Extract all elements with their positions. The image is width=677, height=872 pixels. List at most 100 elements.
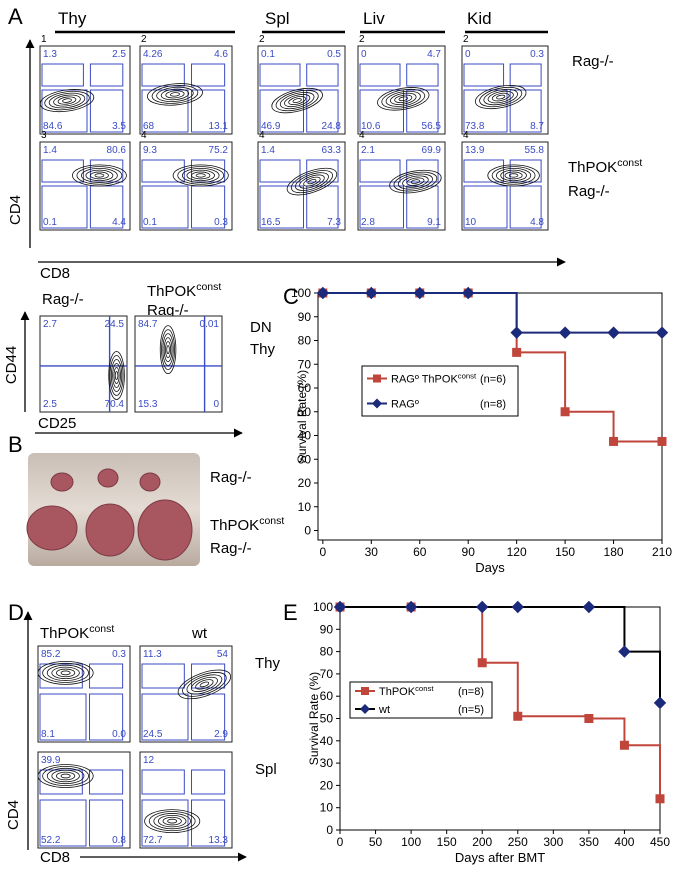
contour [62,98,72,103]
contour [37,660,94,685]
contour [389,169,442,194]
gate [306,185,339,229]
y-axis-label: Survival Rate (%) [307,672,321,765]
panel-label: C [283,284,299,309]
contour [55,771,76,781]
contour [402,175,429,188]
column-header: Spl [265,9,290,28]
y-tick-label: 60 [298,381,312,395]
legend-name: ThPOK [379,686,416,698]
tissue [85,503,135,557]
x-axis-label: Days after BMT [455,850,545,865]
gate [406,159,439,183]
contour [377,87,430,111]
flow-plot-frame [39,315,128,413]
contour [299,174,325,189]
quadrant-value: 1.3 [43,49,57,60]
y-tick-label: 70 [320,667,334,681]
gate [359,89,404,133]
y-tick-label: 80 [298,334,312,348]
line-segment [565,410,615,442]
contour [44,90,90,111]
y-tick-label: 90 [320,622,334,636]
gate [406,185,439,229]
quadrant-value: 39.9 [41,755,61,766]
contour [109,355,124,396]
data-point [510,326,523,339]
column-label-main: Rag-/- [42,291,84,308]
contour [148,811,196,832]
tissue [97,468,119,488]
quadrant-value: 9.1 [427,217,441,228]
gate [259,63,301,87]
x-tick-label: 180 [604,545,624,559]
data-point [653,696,667,710]
x-axis-label: CD25 [38,415,76,432]
y-tick-label: 100 [291,286,311,300]
quadrant-value: 8.7 [530,121,544,132]
contour [94,173,105,178]
quadrant-value: 54 [217,649,229,660]
y-tick-label: 50 [298,405,312,419]
contour [295,172,329,191]
x-axis-label: CD8 [40,265,70,282]
row-label: Spl [255,761,277,778]
contour [393,171,438,192]
contour [303,176,321,187]
contour [60,670,71,676]
quadrant-value: 84.7 [138,319,158,330]
contour [161,329,175,371]
plot-index: 3 [41,130,47,141]
quadrant-value: 0.1 [43,217,57,228]
x-tick-label: 100 [401,835,421,849]
legend-box [349,681,493,719]
x-tick-label: 90 [462,545,476,559]
quadrant-value: 8.1 [41,729,55,740]
contour [181,168,220,183]
contour [504,171,523,180]
y-axis-label: CD4 [5,800,22,830]
gate [191,63,226,87]
y-tick-label: 70 [298,357,312,371]
data-point [365,286,378,300]
y-tick-label: 40 [298,429,312,443]
gate [141,769,185,795]
contour [76,166,123,185]
contour [290,170,333,194]
line-segment [588,606,626,652]
quadrant-value: 2.9 [214,729,228,740]
y-tick-label: 0 [304,524,311,538]
contour [156,86,194,102]
contour [479,86,523,108]
quadrant-value: 0.1 [143,217,157,228]
contour [108,351,125,400]
contour [46,767,85,785]
row-label-main: Rag-/- [572,53,614,70]
legend-label: RAGº ThPOKconst [391,371,477,386]
quadrant-value: 0 [361,49,367,60]
gate [359,159,401,183]
row-label-main: ThPOK [210,517,259,534]
contour [389,92,417,105]
legend-name: RAGº ThPOK [391,374,458,386]
data-point [476,600,489,614]
gate [89,89,124,133]
line-segment [468,292,518,333]
gate [463,185,508,229]
gate [463,63,505,87]
plot-index: 4 [259,130,265,141]
legend-marker [360,704,370,714]
contour [182,672,227,697]
column-label-main: ThPOK [147,283,196,300]
quadrant-value: 2.7 [43,319,57,330]
line-segment [411,606,484,663]
contour [157,814,187,828]
row-label-sup: const [259,515,284,527]
contour [186,169,215,182]
line-segment [624,650,661,703]
contour [381,88,426,109]
contour [46,664,85,681]
x-tick-label: 0 [337,835,344,849]
